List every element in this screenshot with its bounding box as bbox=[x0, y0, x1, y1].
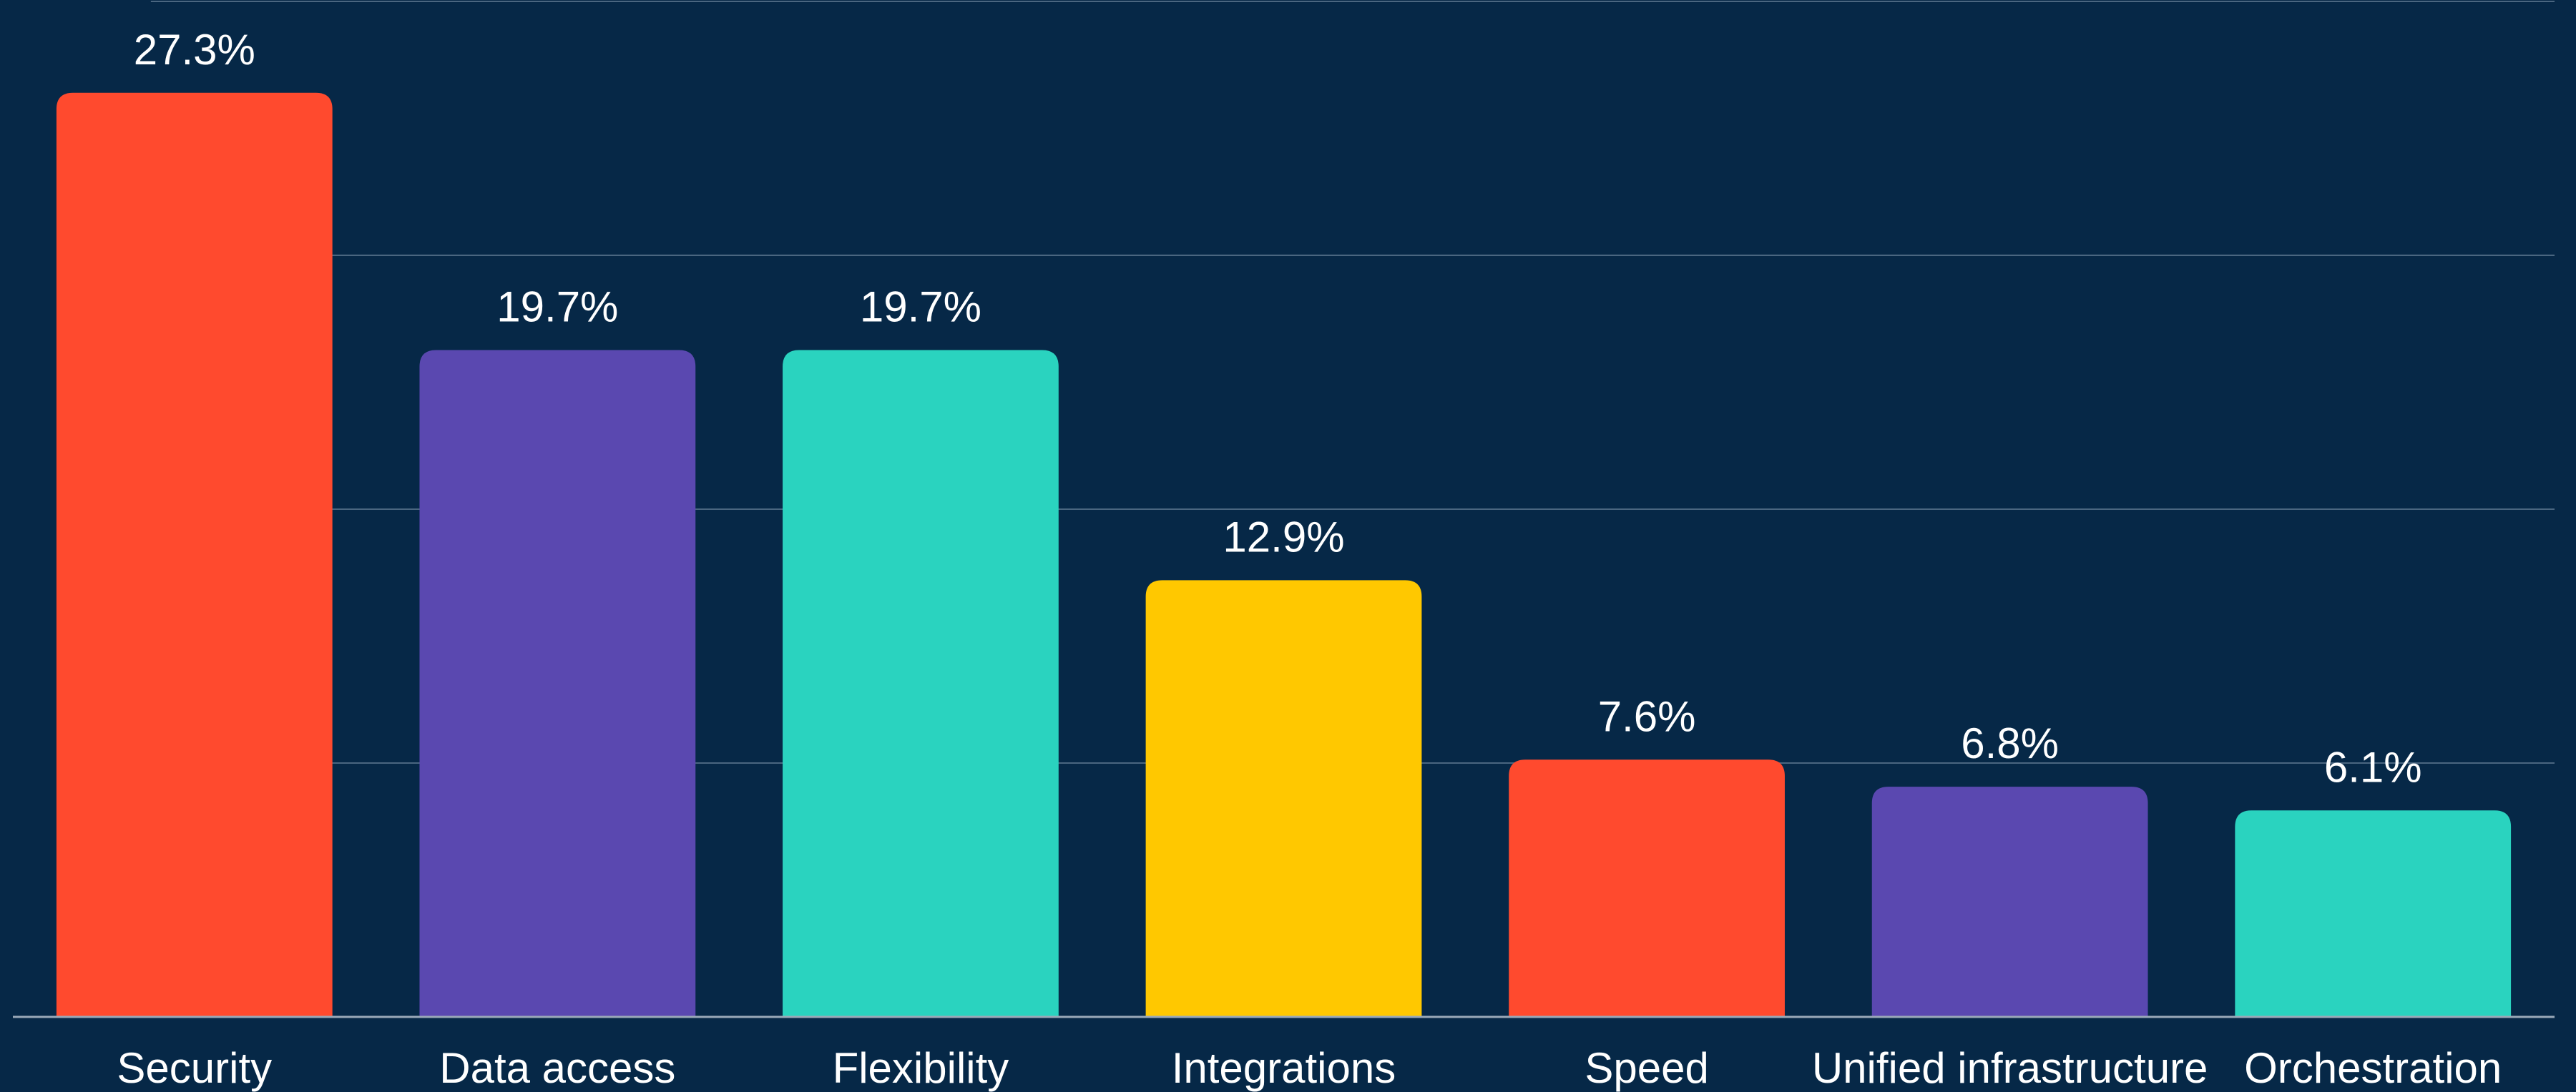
value-label: 19.7% bbox=[860, 283, 981, 331]
value-label: 12.9% bbox=[1223, 513, 1344, 561]
bar bbox=[1509, 759, 1785, 1017]
value-label: 19.7% bbox=[496, 283, 618, 331]
bar bbox=[56, 92, 333, 1017]
value-label: 6.1% bbox=[2324, 743, 2422, 791]
bar bbox=[1871, 787, 2148, 1017]
x-tick-label: Flexibility bbox=[833, 1044, 1009, 1092]
x-tick-label: Security bbox=[117, 1044, 272, 1092]
x-tick-label: Data access bbox=[439, 1044, 675, 1092]
value-label: 27.3% bbox=[134, 26, 255, 74]
bar bbox=[2235, 810, 2512, 1017]
x-tick-label: Speed bbox=[1585, 1044, 1709, 1092]
x-tick-label: Orchestration bbox=[2244, 1044, 2502, 1092]
bar bbox=[1145, 580, 1422, 1017]
bar bbox=[783, 350, 1059, 1017]
bar bbox=[419, 350, 696, 1017]
value-label: 6.8% bbox=[1961, 719, 2059, 767]
value-label: 7.6% bbox=[1598, 692, 1696, 740]
x-tick-label: Unified infrastructure bbox=[1812, 1044, 2208, 1092]
x-tick-label: Integrations bbox=[1172, 1044, 1396, 1092]
